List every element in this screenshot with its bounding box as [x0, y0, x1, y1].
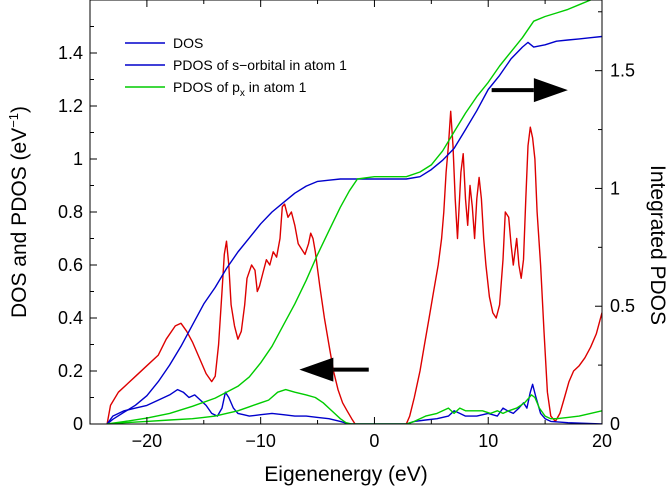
- legend-label-tail: in atom 1: [245, 79, 307, 95]
- series-line-1: [405, 110, 602, 424]
- y-axis-right-label: Integrated PDOS: [646, 165, 667, 325]
- y-right-tick-label: 0: [610, 414, 620, 434]
- series-line-5: [107, 0, 593, 424]
- series-line-4: [106, 35, 602, 424]
- legend-label-text: PDOS of s−orbital in atom 1: [173, 57, 347, 73]
- x-axis-label: Eigenenergy (eV): [264, 463, 427, 486]
- legend: DOS PDOS of s−orbital in atom 1 PDOS of px…: [125, 35, 347, 99]
- y-left-tick-label: 1: [73, 149, 83, 169]
- y-left-tick-label: 0.6: [58, 255, 83, 275]
- y-left-tick-label: 0.4: [58, 308, 83, 328]
- annotation-layer: [299, 78, 568, 382]
- x-tick-label: −10: [245, 431, 276, 451]
- x-tick-label: −20: [132, 431, 163, 451]
- legend-label-2: PDOS of px in atom 1: [173, 79, 307, 99]
- series-layer: [106, 0, 602, 424]
- legend-label-text: DOS: [173, 35, 203, 51]
- legend-label-text: PDOS of p: [173, 79, 240, 95]
- legend-label-0: DOS: [173, 35, 203, 51]
- y-axis-left-label-sup: −1: [6, 113, 21, 128]
- y-left-tick-label: 0: [73, 414, 83, 434]
- y-left-tick-label: 1.4: [58, 43, 83, 63]
- y-right-tick-label: 1: [610, 178, 620, 198]
- y-left-tick-label: 0.2: [58, 361, 83, 381]
- x-tick-label: 10: [478, 431, 498, 451]
- y-right-tick-label: 1.5: [610, 61, 635, 81]
- y-right-tick-label: 0.5: [610, 296, 635, 316]
- legend-label-subscript: x: [240, 88, 245, 99]
- y-axis-left-label-main: DOS and PDOS (eV: [8, 128, 31, 318]
- y-axis-left-label-tail: ): [8, 106, 31, 113]
- y-left-tick-label: 1.2: [58, 96, 83, 116]
- legend-label-1: PDOS of s−orbital in atom 1: [173, 57, 347, 73]
- arrow-left-head: [299, 357, 334, 382]
- series-line-3: [107, 388, 602, 424]
- x-tick-label: 20: [592, 431, 612, 451]
- y-left-tick-label: 0.8: [58, 202, 83, 222]
- arrow-right-head: [533, 78, 568, 103]
- y-axis-left-label: DOS and PDOS (eV−1): [6, 106, 31, 318]
- x-tick-label: 0: [369, 431, 379, 451]
- series-line-0: [106, 203, 356, 424]
